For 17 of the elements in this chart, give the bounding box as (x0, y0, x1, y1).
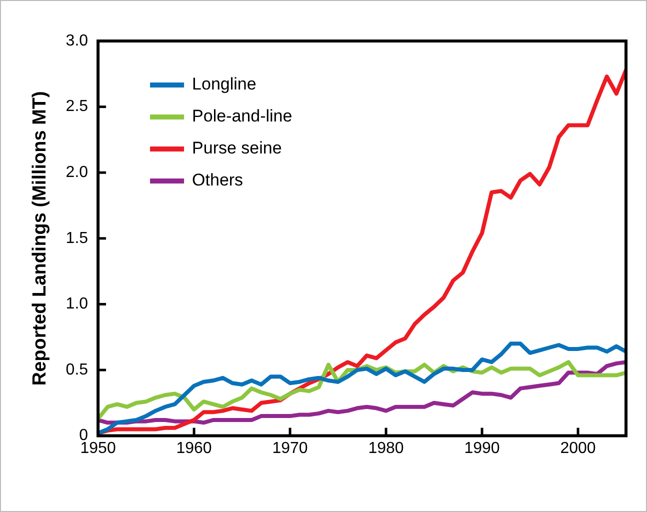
legend-label: Others (192, 170, 244, 190)
legend-label: Longline (192, 74, 256, 94)
x-tick-label: 1980 (368, 440, 404, 457)
y-tick-label: 0.5 (66, 361, 88, 378)
x-tick-label: 1990 (464, 440, 500, 457)
x-tick-label: 1950 (80, 440, 116, 457)
y-axis-title: Reported Landings (Millions MT) (30, 91, 51, 386)
x-tick-label: 1960 (176, 440, 212, 457)
y-tick-label: 3.0 (66, 32, 88, 50)
x-tick-label: 2000 (560, 440, 596, 457)
y-tick-label: 1.5 (66, 230, 88, 247)
x-tick-label: 1970 (272, 440, 308, 457)
y-tick-label: 1.0 (66, 296, 88, 313)
y-tick-label: 2.0 (66, 164, 88, 182)
legend-label: Purse seine (192, 138, 282, 158)
legend-label: Pole-and-line (192, 106, 292, 126)
y-tick-label: 2.5 (66, 98, 88, 116)
